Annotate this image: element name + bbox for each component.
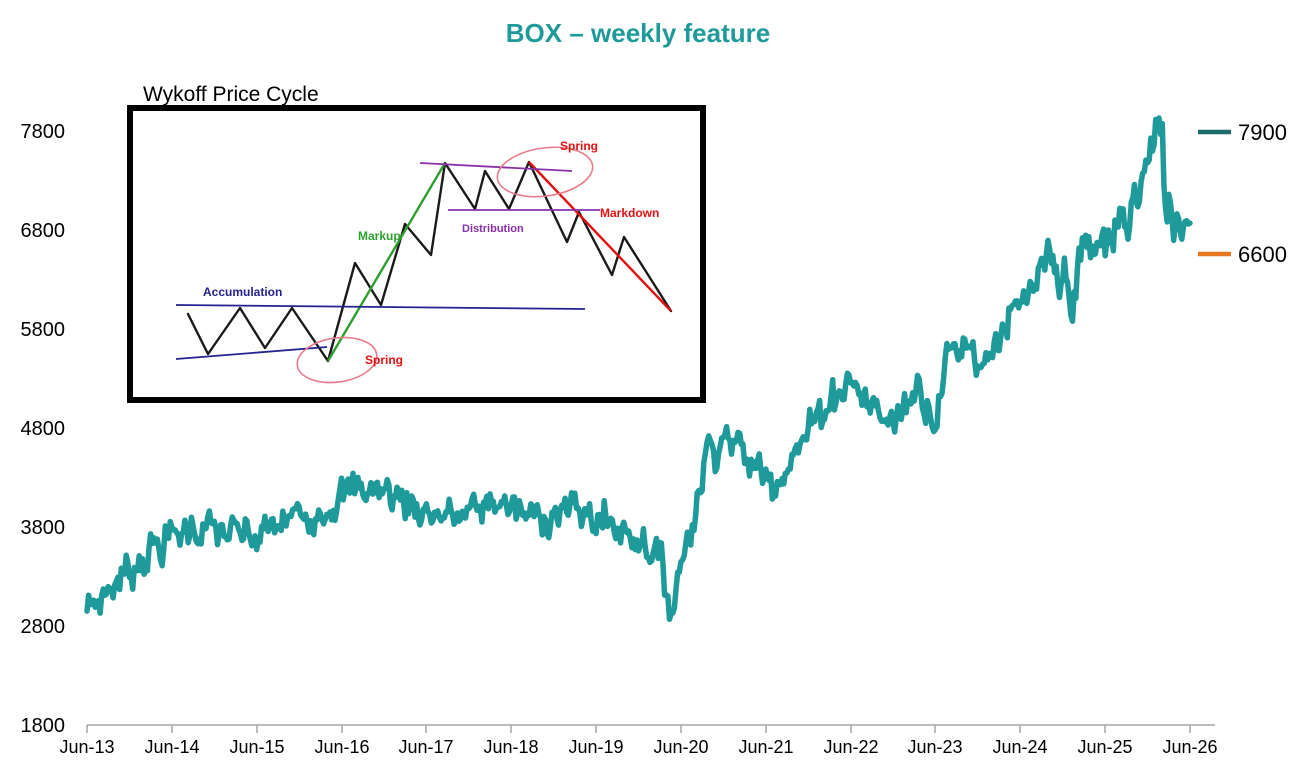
svg-text:Accumulation: Accumulation	[203, 285, 282, 299]
svg-text:Jun-25: Jun-25	[1077, 737, 1132, 757]
svg-text:Markup: Markup	[358, 229, 401, 243]
svg-text:Spring: Spring	[560, 139, 598, 153]
svg-text:7900: 7900	[1238, 120, 1287, 145]
svg-text:Jun-15: Jun-15	[229, 737, 284, 757]
svg-text:6600: 6600	[1238, 242, 1287, 267]
svg-text:Jun-13: Jun-13	[59, 737, 114, 757]
svg-text:Jun-26: Jun-26	[1162, 737, 1217, 757]
svg-text:4800: 4800	[21, 418, 66, 440]
svg-text:2800: 2800	[21, 616, 66, 638]
svg-text:Jun-18: Jun-18	[483, 737, 538, 757]
svg-text:Jun-16: Jun-16	[314, 737, 369, 757]
svg-text:Wykoff Price Cycle: Wykoff Price Cycle	[143, 83, 319, 106]
svg-text:Jun-20: Jun-20	[653, 737, 708, 757]
svg-text:Jun-14: Jun-14	[144, 737, 199, 757]
svg-text:Jun-19: Jun-19	[568, 737, 623, 757]
svg-text:Jun-22: Jun-22	[823, 737, 878, 757]
svg-text:Jun-21: Jun-21	[738, 737, 793, 757]
svg-text:Jun-17: Jun-17	[398, 737, 453, 757]
svg-text:7800: 7800	[21, 121, 66, 143]
svg-text:5800: 5800	[21, 319, 66, 341]
svg-text:1800: 1800	[21, 715, 66, 737]
svg-text:Jun-23: Jun-23	[907, 737, 962, 757]
svg-text:6800: 6800	[21, 220, 66, 242]
svg-text:Spring: Spring	[365, 353, 403, 367]
svg-text:Distribution: Distribution	[462, 223, 524, 235]
svg-text:Jun-24: Jun-24	[992, 737, 1047, 757]
svg-text:3800: 3800	[21, 517, 66, 539]
svg-text:Markdown: Markdown	[600, 206, 659, 220]
